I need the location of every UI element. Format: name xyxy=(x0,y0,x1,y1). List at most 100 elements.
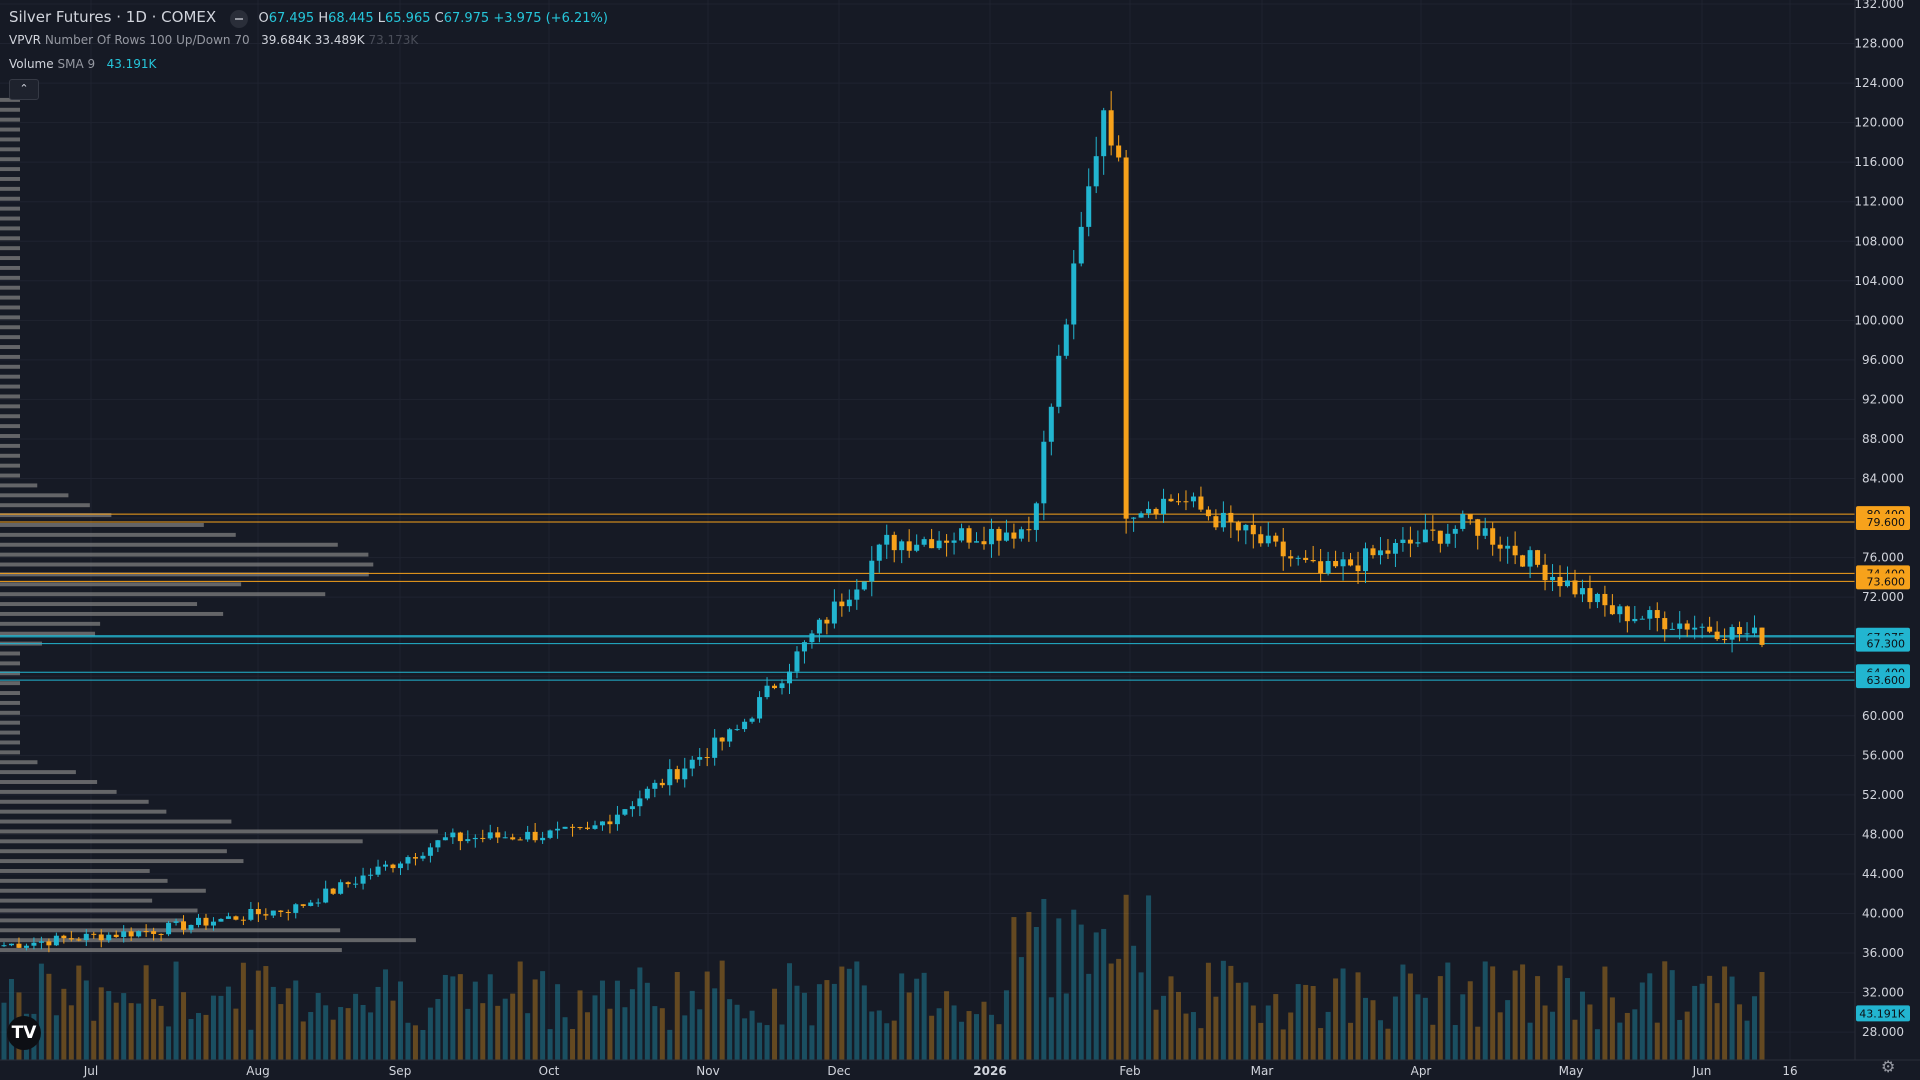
candle-body xyxy=(1437,530,1443,544)
volume-bar xyxy=(1452,1025,1458,1060)
volume-bar xyxy=(158,1005,164,1060)
candle-body xyxy=(233,916,239,920)
volume-legend[interactable]: Volume SMA 9 43.191K xyxy=(9,57,156,71)
candle-body xyxy=(397,863,403,869)
profile-bar xyxy=(0,789,117,794)
candle-body xyxy=(293,904,299,913)
profile-bar xyxy=(0,226,20,231)
profile-bar xyxy=(0,157,20,162)
candle-body xyxy=(547,830,553,838)
profile-bar xyxy=(0,305,20,310)
candle-body xyxy=(1003,532,1009,541)
symbol-legend[interactable]: Silver Futures · 1D · COMEX O67.495 H68.… xyxy=(9,8,608,28)
volume-bar xyxy=(98,987,104,1060)
profile-bar xyxy=(0,948,342,953)
tradingview-logo[interactable]: TV xyxy=(7,1016,41,1050)
vpvr-name[interactable]: VPVR xyxy=(9,33,41,47)
profile-bar xyxy=(0,532,236,537)
candle-body xyxy=(854,589,860,600)
chart-grid xyxy=(0,0,1855,1060)
volume-bar xyxy=(457,974,463,1060)
candle-body xyxy=(794,651,800,672)
x-tick-label: Mar xyxy=(1251,1064,1274,1078)
volume-bar xyxy=(570,1029,576,1060)
volume-bar xyxy=(196,1013,202,1060)
volume-bar xyxy=(801,992,807,1060)
profile-bar xyxy=(0,671,20,676)
volume-bar xyxy=(308,1012,314,1060)
volume-bar xyxy=(46,973,52,1060)
volume-bar xyxy=(1624,1012,1630,1060)
volume-bar xyxy=(1161,995,1167,1060)
volume-bar xyxy=(210,995,216,1060)
close-value: 67.975 xyxy=(443,11,490,26)
volume-bar xyxy=(397,981,403,1060)
eye-icon[interactable] xyxy=(230,9,249,28)
candle-body xyxy=(772,685,778,689)
y-tick-label: 88.000 xyxy=(1862,432,1904,446)
y-tick-label: 52.000 xyxy=(1862,788,1904,802)
candle-body xyxy=(1662,618,1668,630)
y-tick-label: 128.000 xyxy=(1854,37,1904,51)
volume-bar xyxy=(869,1011,875,1060)
volume-bar xyxy=(1048,997,1054,1060)
candle-body xyxy=(196,917,202,925)
volume-bar xyxy=(345,1008,351,1060)
candle-body xyxy=(1579,588,1585,595)
candle-body xyxy=(540,837,546,841)
volume-bar xyxy=(1348,1022,1354,1060)
profile-bar xyxy=(0,404,20,409)
profile-bar xyxy=(0,799,149,804)
profile-bar xyxy=(0,611,224,616)
candle-body xyxy=(891,534,897,551)
volume-name[interactable]: Volume xyxy=(9,57,54,71)
candle-body xyxy=(1572,580,1578,595)
volume-bar xyxy=(966,1011,972,1060)
chevron-up-icon[interactable]: ⌃ xyxy=(9,79,39,100)
volume-bar xyxy=(1265,1005,1271,1060)
candle-body xyxy=(188,924,194,930)
candle-body xyxy=(308,902,314,906)
candle-body xyxy=(46,941,52,946)
volume-bar xyxy=(360,1004,366,1060)
profile-bar xyxy=(0,394,20,399)
candle-body xyxy=(1168,498,1174,502)
candle-body xyxy=(1422,529,1428,543)
volume-bar xyxy=(1729,976,1735,1060)
vpvr-legend[interactable]: VPVR Number Of Rows 100 Up/Down 70 39.68… xyxy=(9,33,418,47)
volume-bar xyxy=(420,1029,426,1060)
candle-body xyxy=(151,931,157,934)
volume-bar xyxy=(944,991,950,1060)
candle-body xyxy=(76,939,82,941)
candle-body xyxy=(1737,627,1743,635)
candle-body xyxy=(1714,631,1720,640)
volume-bar xyxy=(1759,972,1765,1060)
profile-bar xyxy=(0,651,20,656)
volume-bar xyxy=(1752,996,1758,1060)
gear-icon[interactable]: ⚙ xyxy=(1881,1057,1896,1076)
candle-body xyxy=(1460,514,1466,529)
volume-bar xyxy=(1744,1020,1750,1060)
close-key: C xyxy=(434,11,444,26)
volume-bar xyxy=(772,988,778,1060)
profile-bar xyxy=(0,562,374,567)
candle-body xyxy=(585,827,591,829)
volume-bar xyxy=(674,971,680,1060)
volume-bar xyxy=(1564,978,1570,1060)
volume-bar xyxy=(974,1014,980,1060)
candle-body xyxy=(61,935,67,939)
volume-bar xyxy=(1101,928,1107,1060)
candle-body xyxy=(816,619,822,634)
profile-bar xyxy=(0,582,242,587)
candle-body xyxy=(383,864,389,867)
candle-body xyxy=(1258,534,1264,544)
profile-bar xyxy=(0,750,20,755)
profile-bar xyxy=(0,572,369,577)
vpvr-params: Number Of Rows 100 Up/Down 70 xyxy=(44,33,250,47)
profile-bar xyxy=(0,236,20,241)
volume-bar xyxy=(1131,945,1137,1060)
candle-body xyxy=(966,528,972,543)
candle-body xyxy=(375,866,381,875)
symbol-title[interactable]: Silver Futures · 1D · COMEX xyxy=(9,8,217,26)
